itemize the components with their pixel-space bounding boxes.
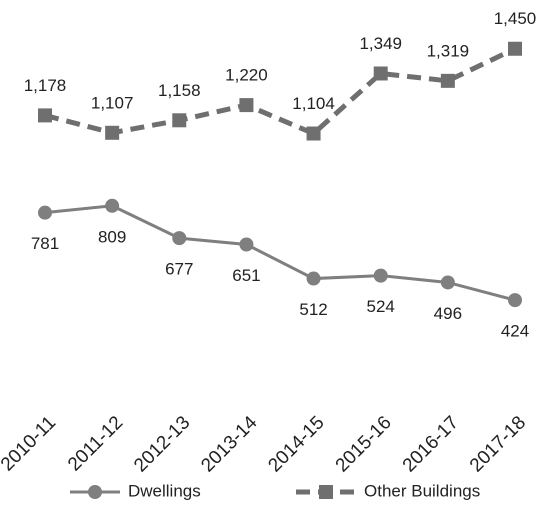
marker: [508, 41, 522, 56]
data-label: 651: [232, 266, 260, 285]
marker: [38, 205, 52, 220]
data-label: 677: [165, 260, 193, 279]
marker: [105, 125, 120, 140]
marker: [239, 237, 254, 252]
data-label: 496: [434, 304, 462, 323]
x-tick-label: 2012-13: [130, 412, 194, 476]
marker: [172, 231, 187, 246]
data-label: 1,107: [91, 93, 134, 112]
x-tick-label: 2013-14: [197, 412, 261, 476]
x-tick-label: 2014-15: [264, 412, 328, 476]
marker: [172, 113, 187, 128]
data-label: 781: [31, 234, 59, 253]
data-label: 424: [501, 322, 529, 341]
series-line: [44, 46, 517, 137]
data-label: 809: [98, 227, 126, 246]
legend-label: Other Buildings: [364, 481, 480, 500]
marker: [508, 293, 522, 308]
series-line: [44, 204, 516, 302]
marker: [38, 108, 52, 123]
legend-marker: [88, 485, 102, 499]
marker: [306, 126, 321, 141]
legend-marker: [319, 485, 333, 499]
data-label: 1,104: [292, 94, 335, 113]
x-tick-label: 2017-18: [466, 412, 530, 476]
data-label: 1,220: [225, 66, 268, 85]
x-tick-label: 2015-16: [332, 412, 396, 476]
data-label: 1,158: [158, 81, 201, 100]
x-tick-label: 2016-17: [399, 412, 463, 476]
marker: [440, 275, 455, 290]
data-label: 1,349: [359, 34, 402, 53]
marker: [306, 271, 321, 286]
legend-label: Dwellings: [128, 481, 201, 500]
data-label: 1,450: [494, 9, 537, 28]
data-label: 1,178: [24, 76, 67, 95]
marker: [105, 198, 120, 213]
marker: [440, 73, 455, 88]
x-tick-label: 2010-11: [0, 412, 60, 475]
data-label: 512: [299, 300, 327, 319]
data-label: 524: [367, 297, 395, 316]
data-label: 1,319: [427, 41, 470, 60]
marker: [373, 268, 388, 283]
marker: [373, 66, 388, 81]
marker: [239, 98, 254, 113]
x-tick-label: 2011-12: [64, 412, 127, 475]
